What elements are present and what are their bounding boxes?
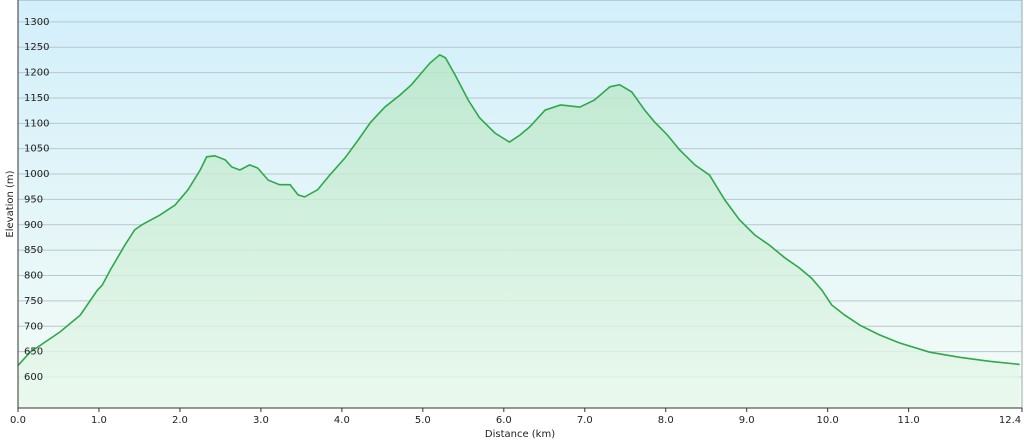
y-tick-label: 900 <box>24 220 43 231</box>
y-tick-label: 1000 <box>24 169 49 180</box>
y-axis-label: Elevation (m) <box>5 170 16 237</box>
x-tick-label: 10.0 <box>817 415 839 426</box>
x-tick-label: 4.0 <box>334 415 350 426</box>
elevation-line <box>17 53 1020 366</box>
y-tick-label: 1150 <box>24 93 49 104</box>
x-tick-label: 0.0 <box>10 415 26 426</box>
y-tick-label: 1250 <box>24 42 49 53</box>
x-tick-label: 11.0 <box>898 415 920 426</box>
y-tick-label: 850 <box>24 245 43 256</box>
elevation-area <box>18 54 1020 409</box>
y-tick-label: 1050 <box>24 144 49 155</box>
y-tick-label: 1100 <box>24 118 49 129</box>
x-axis-label: Distance (km) <box>485 429 555 440</box>
y-tick-label: 800 <box>24 271 43 282</box>
y-tick-label: 1300 <box>24 17 49 28</box>
y-tick-label: 1200 <box>24 68 49 79</box>
x-tick-label: 1.0 <box>91 415 107 426</box>
x-tick-label: 9.0 <box>739 415 755 426</box>
x-tick-label: 3.0 <box>253 415 269 426</box>
x-tick-label: 8.0 <box>658 415 674 426</box>
y-tick-label: 750 <box>24 296 43 307</box>
y-tick-label: 600 <box>24 372 43 383</box>
x-tick-label: 7.0 <box>577 415 593 426</box>
x-tick-label: 12.4 <box>999 415 1021 426</box>
y-tick-label: 700 <box>24 321 43 332</box>
x-tick-label: 5.0 <box>415 415 431 426</box>
x-tick-label: 2.0 <box>172 415 188 426</box>
y-tick-label: 650 <box>24 347 43 358</box>
x-tick-label: 6.0 <box>496 415 512 426</box>
y-tick-label: 950 <box>24 194 43 205</box>
